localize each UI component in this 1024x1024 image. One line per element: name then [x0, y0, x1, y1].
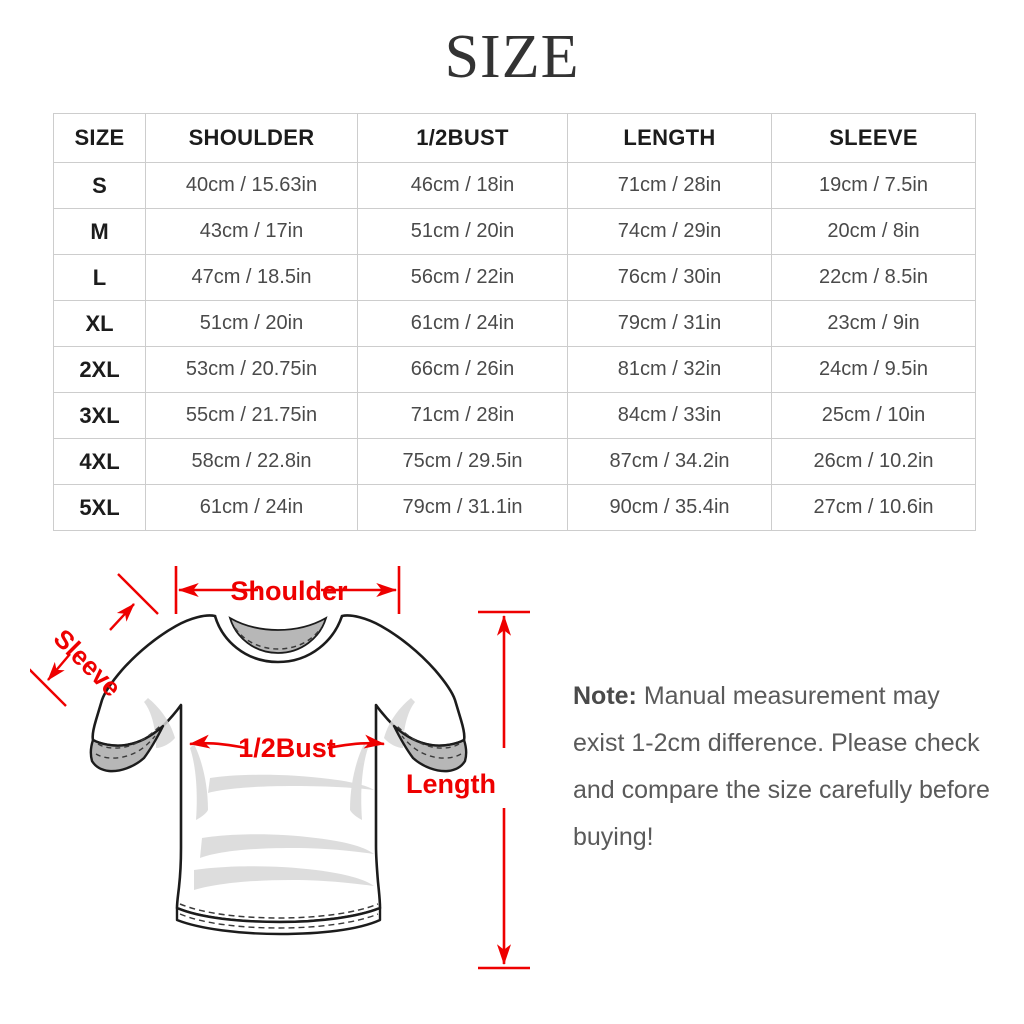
column-header-sleeve: SLEEVE — [771, 113, 976, 163]
bust-arrow-right-icon — [327, 734, 386, 750]
length-label: Length — [406, 769, 496, 799]
table-row: S 40cm / 15.63in 46cm / 18in 71cm / 28in… — [53, 162, 976, 209]
sleeve-arrow-down-icon — [47, 653, 71, 681]
note-block: Note: Manual measurement may exist 1-2cm… — [573, 673, 993, 861]
tshirt-illustration — [89, 614, 468, 936]
sleeve-cuff-right-stitch-icon — [395, 724, 460, 749]
column-header-length: LENGTH — [567, 113, 772, 163]
sleeve-tick-lower-icon — [30, 668, 67, 707]
sleeve-tick-upper-icon — [117, 573, 159, 615]
sleeve-cuff-left-stitch2-icon — [95, 735, 156, 759]
tshirt-diagram-svg: Shoulder Sleeve 1/2Bust Length — [30, 566, 530, 970]
cell-sleeve: 24cm / 9.5in — [771, 346, 976, 393]
cell-shoulder: 40cm / 15.63in — [145, 162, 358, 209]
column-header-size: SIZE — [53, 113, 146, 163]
note-label: Note: — [573, 682, 637, 710]
cell-shoulder: 51cm / 20in — [145, 300, 358, 347]
cell-size: 5XL — [53, 484, 146, 531]
table-row: 5XL 61cm / 24in 79cm / 31.1in 90cm / 35.… — [53, 484, 976, 531]
cell-shoulder: 53cm / 20.75in — [145, 346, 358, 393]
size-chart-table: SIZE SHOULDER 1/2BUST LENGTH SLEEVE S 40… — [53, 113, 976, 531]
cell-length: 81cm / 32in — [567, 346, 772, 393]
cell-size: XL — [53, 300, 146, 347]
cell-length: 84cm / 33in — [567, 392, 772, 439]
measurement-diagram: Shoulder Sleeve 1/2Bust Length — [0, 548, 1024, 1024]
cell-sleeve: 26cm / 10.2in — [771, 438, 976, 485]
cell-bust: 56cm / 22in — [357, 254, 568, 301]
cell-bust: 79cm / 31.1in — [357, 484, 568, 531]
cell-sleeve: 25cm / 10in — [771, 392, 976, 439]
cell-bust: 61cm / 24in — [357, 300, 568, 347]
cell-length: 74cm / 29in — [567, 208, 772, 255]
cell-sleeve: 19cm / 7.5in — [771, 162, 976, 209]
table-row: 2XL 53cm / 20.75in 66cm / 26in 81cm / 32… — [53, 346, 976, 393]
table-header-row: SIZE SHOULDER 1/2BUST LENGTH SLEEVE — [53, 113, 976, 163]
fabric-shading — [144, 698, 415, 890]
bottom-hem — [175, 906, 382, 936]
table-row: XL 51cm / 20in 61cm / 24in 79cm / 31in 2… — [53, 300, 976, 347]
cell-size: 4XL — [53, 438, 146, 485]
cell-bust: 46cm / 18in — [357, 162, 568, 209]
sleeve-cuff-left — [89, 724, 165, 773]
bottom-hem-stitch-icon — [179, 903, 379, 919]
cell-shoulder: 43cm / 17in — [145, 208, 358, 255]
table-row: 3XL 55cm / 21.75in 71cm / 28in 84cm / 33… — [53, 392, 976, 439]
table-row: 4XL 58cm / 22.8in 75cm / 29.5in 87cm / 3… — [53, 438, 976, 485]
page-title: SIZE — [444, 23, 580, 91]
cell-length: 71cm / 28in — [567, 162, 772, 209]
cell-size: L — [53, 254, 146, 301]
cell-length: 76cm / 30in — [567, 254, 772, 301]
cell-bust: 75cm / 29.5in — [357, 438, 568, 485]
sleeve-cuff-right — [392, 724, 468, 773]
bust-arrow-left-icon — [188, 734, 247, 750]
cell-size: 3XL — [53, 392, 146, 439]
note-text: Manual measurement may exist 1-2cm diffe… — [573, 682, 990, 851]
sleeve-cuff-right-stitch2-icon — [401, 735, 462, 759]
cell-sleeve: 27cm / 10.6in — [771, 484, 976, 531]
cell-shoulder: 61cm / 24in — [145, 484, 358, 531]
sleeve-label: Sleeve — [48, 623, 127, 702]
cell-sleeve: 22cm / 8.5in — [771, 254, 976, 301]
table-row: M 43cm / 17in 51cm / 20in 74cm / 29in 20… — [53, 208, 976, 255]
cell-size: M — [53, 208, 146, 255]
bottom-hem-stitch2-icon — [179, 913, 379, 929]
cell-length: 87cm / 34.2in — [567, 438, 772, 485]
cell-length: 90cm / 35.4in — [567, 484, 772, 531]
cell-sleeve: 20cm / 8in — [771, 208, 976, 255]
shoulder-measurement: Shoulder — [174, 566, 401, 614]
length-measurement: Length — [406, 610, 530, 970]
cell-size: S — [53, 162, 146, 209]
table-row: L 47cm / 18.5in 56cm / 22in 76cm / 30in … — [53, 254, 976, 301]
cell-bust: 51cm / 20in — [357, 208, 568, 255]
cell-shoulder: 47cm / 18.5in — [145, 254, 358, 301]
cell-bust: 66cm / 26in — [357, 346, 568, 393]
cell-size: 2XL — [53, 346, 146, 393]
bust-label: 1/2Bust — [238, 733, 336, 763]
cell-shoulder: 58cm / 22.8in — [145, 438, 358, 485]
sleeve-arrow-up-icon — [109, 603, 135, 631]
cell-length: 79cm / 31in — [567, 300, 772, 347]
column-header-bust: 1/2BUST — [357, 113, 568, 163]
collar-stitch-icon — [234, 627, 322, 650]
cell-sleeve: 23cm / 9in — [771, 300, 976, 347]
column-header-shoulder: SHOULDER — [145, 113, 358, 163]
bust-measurement: 1/2Bust — [188, 733, 386, 763]
sleeve-cuff-left-stitch-icon — [97, 724, 162, 749]
cell-bust: 71cm / 28in — [357, 392, 568, 439]
cell-shoulder: 55cm / 21.75in — [145, 392, 358, 439]
shoulder-label: Shoulder — [230, 576, 347, 606]
